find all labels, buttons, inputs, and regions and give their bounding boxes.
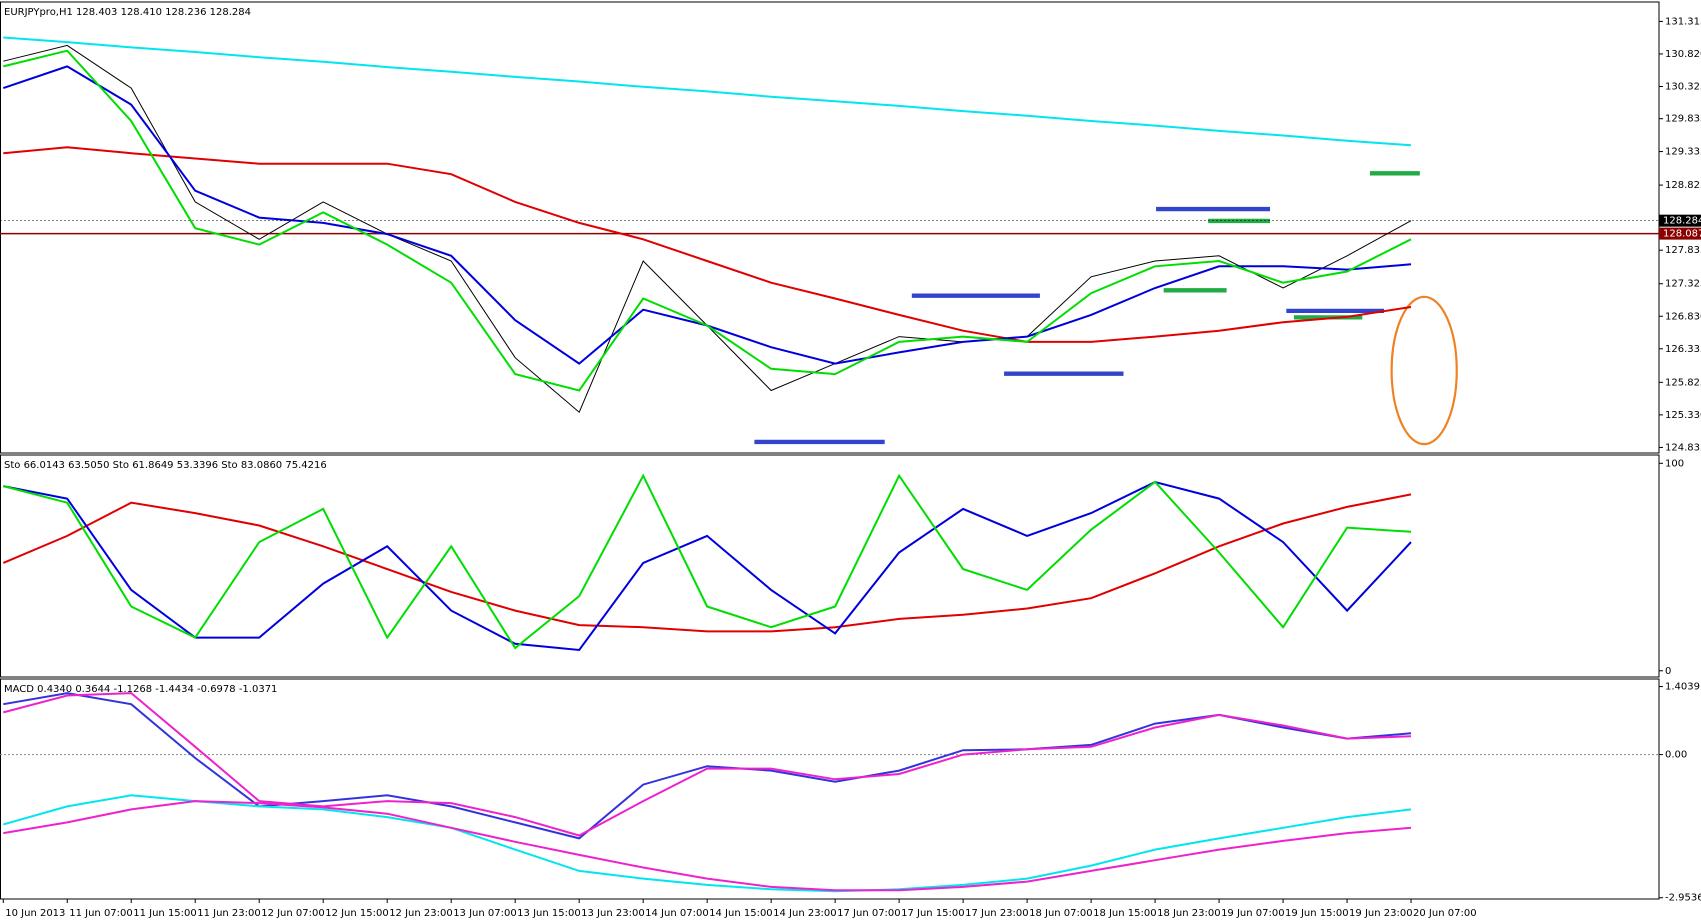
- x-tick-label: 11 Jun 23:00: [197, 908, 261, 919]
- x-tick-label: 17 Jun 23:00: [965, 908, 1029, 919]
- annotations: [754, 171, 1458, 446]
- series-line: [3, 692, 1412, 837]
- x-tick-label: 14 Jun 07:00: [645, 908, 709, 919]
- y-tick-label: 127.835: [1665, 245, 1701, 256]
- y-tick-label: 130.820: [1665, 49, 1701, 60]
- y-tick-label: 127.325: [1665, 279, 1701, 290]
- x-tick-label: 17 Jun 07:00: [837, 908, 901, 919]
- panel-title: MACD 0.4340 0.3644 -1.1268 -1.4434 -0.69…: [4, 684, 277, 695]
- x-tick-label: 12 Jun 23:00: [389, 908, 453, 919]
- x-tick-label: 19 Jun 23:00: [1349, 908, 1413, 919]
- stochastic-panel: [0, 454, 1660, 678]
- x-tick-label: 20 Jun 07:00: [1413, 908, 1477, 919]
- series-line: [3, 794, 1412, 893]
- series-line: [3, 473, 1412, 650]
- x-tick-label: 14 Jun 23:00: [773, 908, 837, 919]
- x-tick-label: 11 Jun 15:00: [133, 908, 197, 919]
- macd-panel: [0, 678, 1660, 900]
- panel-title: EURJPYpro,H1 128.403 128.410 128.236 128…: [4, 7, 251, 18]
- x-tick-label: 13 Jun 15:00: [517, 908, 581, 919]
- y-tick-label: 125.330: [1665, 410, 1701, 421]
- price-panel: [0, 1, 1660, 454]
- price-label: 128.284: [1663, 216, 1701, 227]
- y-tick-label: 126.830: [1665, 311, 1701, 322]
- highlight-ellipse: [1390, 295, 1458, 446]
- x-tick-label: 18 Jun 23:00: [1157, 908, 1221, 919]
- y-tick-label: 124.835: [1665, 442, 1701, 453]
- y-tick-label: 1.4039: [1665, 682, 1700, 693]
- x-tick-label: 18 Jun 15:00: [1093, 908, 1157, 919]
- x-tick-label: 19 Jun 15:00: [1285, 908, 1349, 919]
- x-tick-label: 18 Jun 07:00: [1029, 908, 1093, 919]
- x-tick-label: 10 Jun 2013: [5, 908, 65, 919]
- price-label-box: [1659, 214, 1701, 227]
- series-line: [3, 480, 1412, 652]
- x-tick-label: 13 Jun 23:00: [581, 908, 645, 919]
- x-tick-label: 11 Jun 07:00: [69, 908, 133, 919]
- series-line: [3, 146, 1412, 343]
- y-tick-label: 0: [1665, 666, 1671, 677]
- series-line: [3, 692, 1412, 840]
- x-tick-label: 19 Jun 07:00: [1221, 908, 1285, 919]
- price-label: 128.087: [1663, 229, 1701, 240]
- y-tick-label: 0.00: [1665, 750, 1687, 761]
- y-tick-label: 129.335: [1665, 147, 1701, 158]
- y-tick-label: 128.825: [1665, 180, 1701, 191]
- x-tick-label: 13 Jun 07:00: [453, 908, 517, 919]
- price-label-box: [1659, 227, 1701, 240]
- panel-title: Sto 66.0143 63.5050 Sto 61.8649 53.3396 …: [4, 460, 327, 471]
- series-line: [2, 493, 1412, 633]
- y-tick-label: 126.335: [1665, 344, 1701, 355]
- series-line: [3, 49, 1412, 392]
- x-tick-label: 12 Jun 15:00: [325, 908, 389, 919]
- y-tick-label: 100: [1665, 458, 1684, 469]
- y-tick-label: 129.835: [1665, 114, 1701, 125]
- y-tick-label: 131.315: [1665, 16, 1701, 27]
- y-tick-label: 130.325: [1665, 81, 1701, 92]
- y-tick-label: 125.825: [1665, 377, 1701, 388]
- series-line: [3, 800, 1412, 892]
- x-tick-label: 14 Jun 15:00: [709, 908, 773, 919]
- x-tick-label: 17 Jun 15:00: [901, 908, 965, 919]
- y-tick-label: -2.9536: [1665, 893, 1701, 904]
- series-line: [3, 36, 1412, 147]
- x-tick-label: 12 Jun 07:00: [261, 908, 325, 919]
